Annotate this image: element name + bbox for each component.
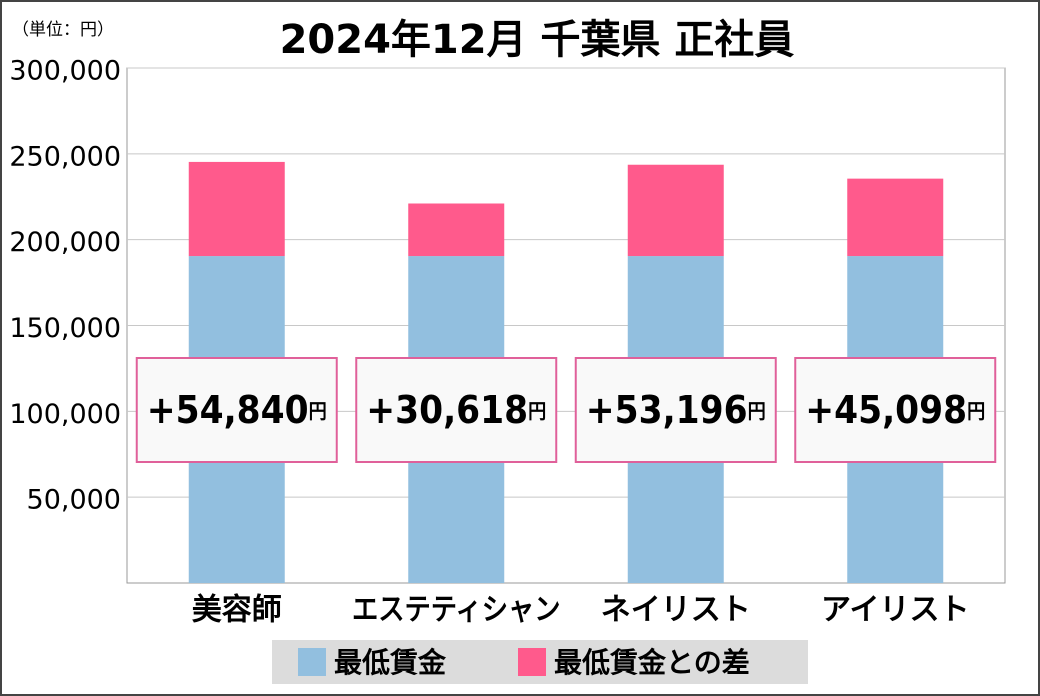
x-tick-label: アイリスト [821,593,970,628]
value-label: +45,098円 [805,388,985,432]
value-label-number: +45,098 [805,388,967,432]
x-tick-label: 美容師 [192,593,282,628]
bar-segment [188,161,285,257]
value-label-unit: 円 [967,399,985,423]
value-label-number: +54,840 [147,388,309,432]
x-tick-label: ネイリスト [601,593,751,628]
value-label: +54,840円 [147,388,327,432]
value-label-box [355,357,558,463]
y-tick-label: 50,000 [27,485,121,516]
legend-label: 最低賃金 [334,646,447,679]
value-label-number: +30,618 [366,388,528,432]
legend-swatch [518,648,546,676]
bar-segment [627,164,724,257]
bar-segment [847,178,944,257]
value-label: +53,196円 [586,388,766,432]
chart-title: 2024年12月 千葉県 正社員 [280,17,795,63]
legend-swatch [298,648,326,676]
bar-segment [408,203,505,257]
legend-label: 最低賃金との差 [554,646,750,679]
value-label-unit: 円 [309,399,327,423]
x-tick-label: エステティシャン [352,593,561,628]
value-label-unit: 円 [528,399,546,423]
value-label-number: +53,196 [586,388,748,432]
value-label-box [135,357,338,463]
unit-label: （単位：円） [12,20,114,40]
value-label: +30,618円 [366,388,546,432]
y-tick-label: 100,000 [9,399,121,430]
y-tick-label: 250,000 [9,141,121,172]
y-tick-label: 200,000 [9,227,121,258]
y-tick-label: 300,000 [9,56,121,87]
value-label-box [794,357,997,463]
y-tick-label: 150,000 [9,313,121,344]
value-label-unit: 円 [748,399,766,423]
value-label-box [574,357,777,463]
